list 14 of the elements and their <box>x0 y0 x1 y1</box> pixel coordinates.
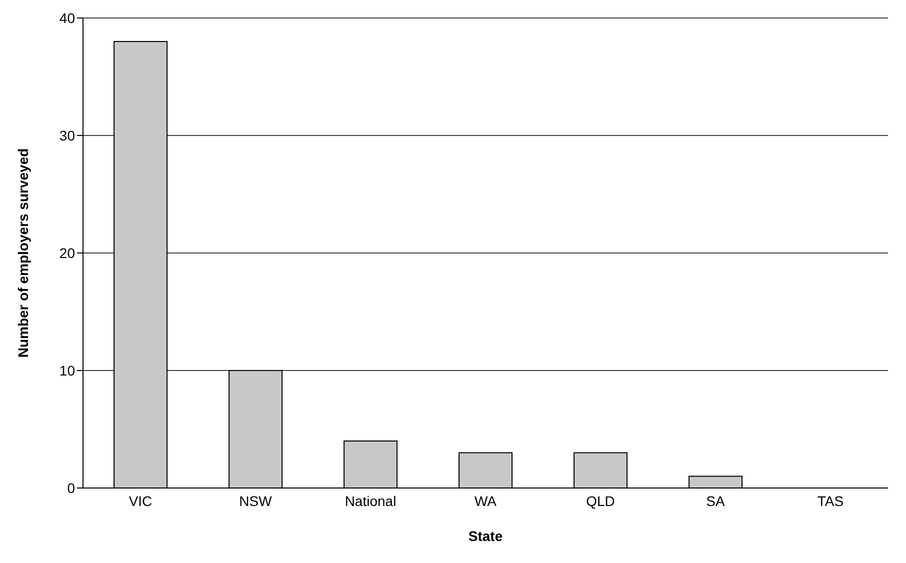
x-tick-label: National <box>344 492 396 509</box>
x-tick-label: VIC <box>128 492 152 509</box>
y-tick-label: 20 <box>59 244 76 261</box>
x-tick-label: TAS <box>817 492 844 509</box>
x-axis-title: State <box>468 528 503 544</box>
y-tick-label: 40 <box>59 10 76 26</box>
x-tick-label: QLD <box>586 492 615 509</box>
y-tick-label: 30 <box>59 127 76 144</box>
y-tick-label: 10 <box>59 362 76 378</box>
x-tick-label: WA <box>474 492 498 509</box>
x-tick-label: NSW <box>239 492 273 509</box>
x-tick-label: SA <box>706 492 726 509</box>
y-tick-label: 0 <box>67 480 76 496</box>
y-axis-title: Number of employers surveyed <box>14 148 31 358</box>
